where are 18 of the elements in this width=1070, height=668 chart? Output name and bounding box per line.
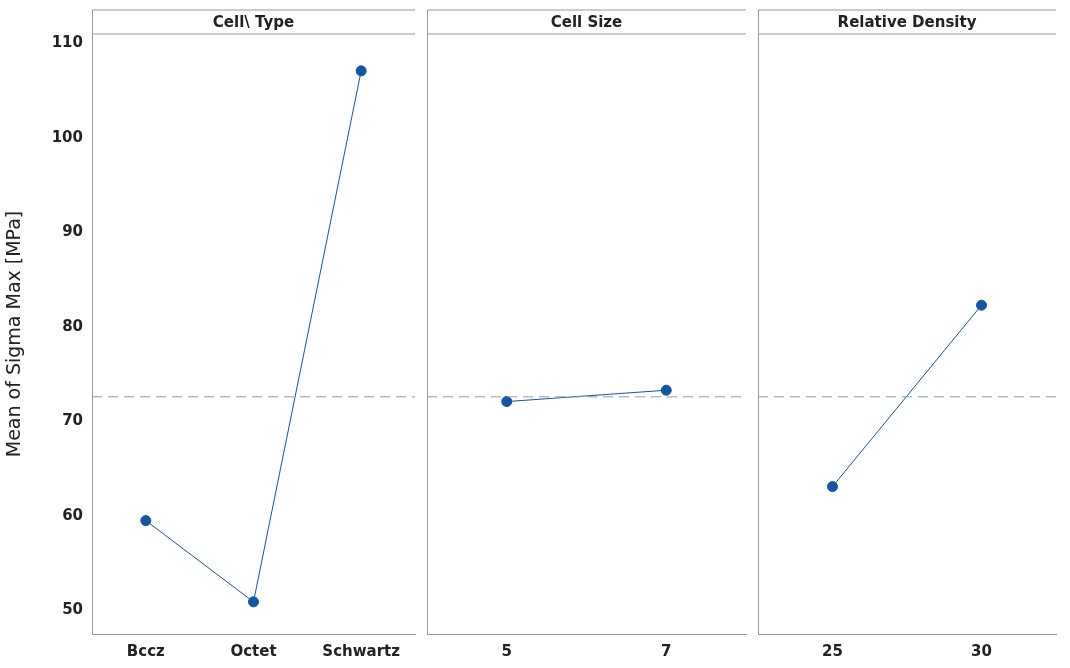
x-tick-label: 5	[501, 641, 512, 660]
chart-title: Relative Density	[837, 12, 977, 31]
y-tick-label: 50	[62, 600, 83, 619]
chart-title: Cell\ Type	[212, 12, 295, 31]
x-tick-label: 25	[822, 641, 843, 660]
y-tick-label: 80	[62, 316, 83, 335]
y-tick-label: 90	[62, 222, 83, 241]
x-tick-label: Octet	[230, 641, 277, 660]
x-tick-label: Bccz	[126, 641, 166, 660]
x-tick-label: 7	[661, 641, 672, 660]
x-tick-label: 30	[971, 641, 992, 660]
y-axis-title: Mean of Sigma Max [MPa]	[2, 210, 25, 458]
chart-title: Cell Size	[550, 12, 623, 31]
y-tick-label: 100	[51, 127, 83, 146]
y-tick-label: 110	[51, 33, 83, 52]
x-tick-label: Schwartz	[322, 641, 401, 660]
y-tick-label: 60	[62, 505, 83, 524]
y-tick-label: 70	[62, 411, 83, 430]
